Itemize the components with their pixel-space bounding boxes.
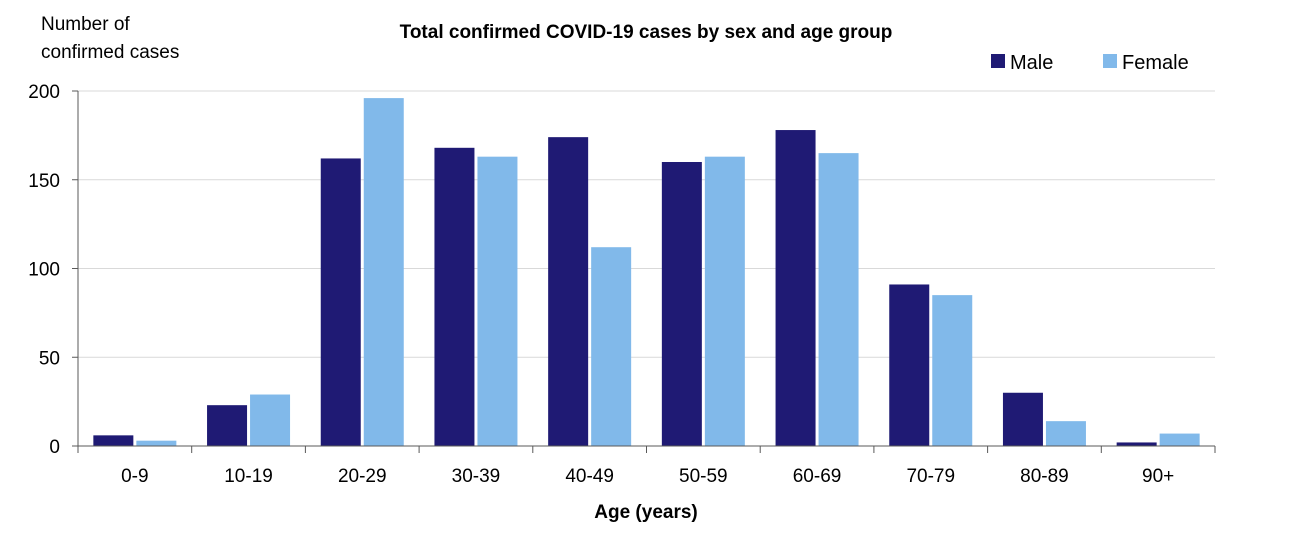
x-tick-label: 20-29	[338, 466, 387, 487]
bar-male-20-29	[320, 158, 361, 446]
y-tick-label: 0	[49, 437, 60, 458]
bar-male-40-49	[548, 137, 589, 446]
y-tick-label: 50	[39, 348, 60, 369]
x-axis-title: Age (years)	[594, 502, 698, 523]
x-tick-labels: 0-9 10-19 20-29 30-39 40-49 50-59 60-69 70-79 80…	[121, 466, 1174, 487]
legend: Male Female	[991, 52, 1189, 74]
bar-female-70-79	[932, 295, 973, 446]
bar-female-0-9	[136, 440, 177, 446]
x-tick-label: 50-59	[679, 466, 728, 487]
bar-male-30-39	[434, 147, 475, 447]
bar-male-70-79	[889, 284, 930, 446]
y-axis-label-line-1: Number of	[41, 14, 130, 35]
x-tick-label: 40-49	[565, 466, 614, 487]
y-tick-label: 150	[28, 171, 60, 192]
bar-female-40-49	[591, 247, 632, 446]
x-tick-label: 80-89	[1020, 466, 1069, 487]
y-tick-labels: 0 50 100 150 200	[28, 82, 60, 458]
legend-swatch-female	[1103, 54, 1117, 68]
bars	[93, 98, 1200, 447]
bar-female-50-59	[704, 156, 745, 447]
legend-swatch-male	[991, 54, 1005, 68]
chart-title: Total confirmed COVID-19 cases by sex an…	[400, 22, 893, 43]
bar-female-20-29	[363, 98, 404, 446]
x-tick-label: 70-79	[906, 466, 955, 487]
y-axis-label-line-2: confirmed cases	[41, 42, 179, 63]
axes	[72, 90, 1216, 453]
bar-female-60-69	[818, 153, 859, 446]
y-tick-label: 200	[28, 82, 60, 103]
bar-female-30-39	[477, 156, 518, 447]
y-tick-label: 100	[28, 260, 60, 281]
bar-female-90+	[1159, 433, 1200, 446]
bar-male-80-89	[1002, 392, 1043, 446]
bar-female-80-89	[1045, 421, 1086, 446]
bar-male-60-69	[775, 130, 816, 447]
bar-male-0-9	[93, 435, 134, 446]
x-tick-label: 90+	[1142, 466, 1174, 487]
x-tick-label: 10-19	[224, 466, 273, 487]
legend-label-male: Male	[1010, 52, 1053, 74]
x-tick-label: 0-9	[121, 466, 148, 487]
bar-male-10-19	[207, 405, 248, 446]
gridlines	[78, 90, 1215, 358]
bar-female-10-19	[250, 394, 291, 446]
x-tick-label: 30-39	[452, 466, 501, 487]
bar-male-50-59	[661, 162, 702, 446]
bar-male-90+	[1116, 442, 1157, 446]
legend-label-female: Female	[1122, 52, 1189, 74]
x-tick-label: 60-69	[793, 466, 842, 487]
